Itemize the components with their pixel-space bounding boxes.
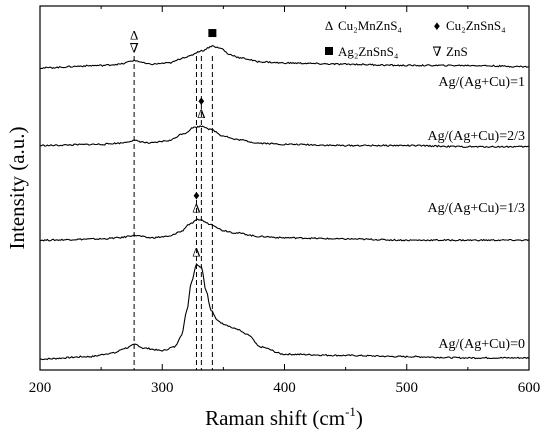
x-axis-title-close: ) [356,406,363,430]
x-tick-label-500: 500 [396,380,419,396]
x-tick-label-300: 300 [151,380,174,396]
x-axis-title-main: Raman shift (cm [205,406,345,430]
series-line-1 [39,218,530,242]
legend: Δ Cu₂MnZnS₄ ♦ Cu₂ZnSnS₄ Ag₂ZnSnS₄ ∇ ZnS [325,18,506,59]
x-axis-ticks: 200 300 400 500 600 [29,6,541,396]
series-line-3 [39,44,530,70]
legend-label-1: Cu₂ZnSnS₄ [446,18,506,33]
legend-symbol-3: ∇ [432,44,441,59]
peak-markers: Δ♦Δ♦ΔΔ∇ [130,28,217,259]
legend-symbol-0: Δ [325,18,333,33]
legend-label-0: Cu₂MnZnS₄ [338,18,402,33]
series-label-3: Ag/(Ag+Cu)=1 [438,75,525,90]
plot-frame [39,5,530,371]
legend-symbol-1: ♦ [434,18,441,33]
peak-marker-1-0-1: Δ [192,200,200,215]
x-tick-label-200: 200 [29,380,52,396]
peak-marker-0-0-0: Δ [192,244,200,259]
series-line-0 [39,262,530,361]
x-axis-title-sup: -1 [345,404,356,419]
x-tick-label-600: 600 [518,380,541,396]
series-layer [39,44,530,361]
reference-lines [133,56,213,370]
legend-symbol-2 [325,47,333,55]
peak-marker-2-0-1: Δ [197,106,205,121]
series-label-0: Ag/(Ag+Cu)=0 [438,337,525,352]
legend-label-3: ZnS [446,44,468,59]
peak-marker-square-3-1 [208,29,217,38]
series-label-2: Ag/(Ag+Cu)=2/3 [428,129,525,144]
x-tick-label-400: 400 [273,380,296,396]
series-labels: Ag/(Ag+Cu)=0 Ag/(Ag+Cu)=1/3 Ag/(Ag+Cu)=2/3… [428,75,525,352]
legend-label-2: Ag₂ZnSnS₄ [338,44,399,59]
y-axis-title: Intensity (a.u.) [5,126,29,249]
peak-marker-1-0-0: ♦ [193,187,200,202]
peak-marker-2-0-0: ♦ [198,93,205,108]
peak-marker-3-0-1: ∇ [130,41,139,56]
series-line-2 [39,125,530,149]
peak-marker-3-0-0: Δ [130,28,138,43]
series-label-1: Ag/(Ag+Cu)=1/3 [428,201,525,216]
x-axis-title: Raman shift (cm-1) [205,404,363,430]
